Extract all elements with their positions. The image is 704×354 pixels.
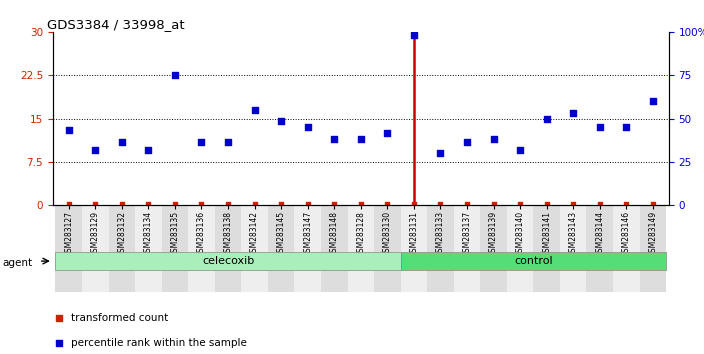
Point [169,73,180,78]
Point [541,116,553,121]
Point [222,139,234,144]
Point [408,32,420,38]
Bar [135,205,162,292]
Bar [241,205,268,292]
Point [54,340,65,346]
Point [382,202,393,207]
Point [408,202,420,207]
Bar [534,205,560,292]
Point [355,202,366,207]
Bar [294,205,321,292]
Point [647,98,658,104]
Point [196,202,207,207]
Point [621,125,632,130]
Point [567,202,579,207]
Point [515,148,526,153]
Text: transformed count: transformed count [71,313,168,323]
Point [222,202,234,207]
Bar [480,205,507,292]
Point [515,202,526,207]
Bar [640,205,666,292]
Point [488,136,499,142]
Point [116,139,127,144]
Bar [268,205,294,292]
Point [143,202,154,207]
Point [647,202,658,207]
Bar [560,205,586,292]
Point [275,202,287,207]
Text: percentile rank within the sample: percentile rank within the sample [71,338,247,348]
Bar [82,205,108,292]
Point [63,202,75,207]
Point [435,202,446,207]
Bar [348,205,374,292]
Point [89,148,101,153]
Text: agent: agent [2,258,32,268]
Bar [613,205,640,292]
Point [196,139,207,144]
Bar [56,252,401,270]
Point [275,119,287,124]
Bar [215,205,241,292]
Point [329,202,340,207]
Bar [321,205,348,292]
Point [249,202,260,207]
Text: GDS3384 / 33998_at: GDS3384 / 33998_at [46,18,184,31]
Point [116,202,127,207]
Point [169,202,180,207]
Point [488,202,499,207]
Point [461,202,472,207]
Bar [454,205,480,292]
Point [302,125,313,130]
Point [382,130,393,136]
Point [143,148,154,153]
Bar [162,205,188,292]
Bar [427,205,454,292]
Point [594,202,605,207]
Point [89,202,101,207]
Point [435,150,446,156]
Point [541,202,553,207]
Point [63,127,75,133]
Point [621,202,632,207]
Bar [374,205,401,292]
Bar [188,205,215,292]
Bar [586,205,613,292]
Point [461,139,472,144]
Point [355,136,366,142]
Bar [108,205,135,292]
Bar [401,252,666,270]
Bar [507,205,534,292]
Point [249,107,260,113]
Point [567,110,579,116]
Text: control: control [514,256,553,266]
Point [329,136,340,142]
Point [54,315,65,321]
Bar [401,205,427,292]
Text: celecoxib: celecoxib [202,256,254,266]
Point [302,202,313,207]
Point [594,125,605,130]
Bar [56,205,82,292]
